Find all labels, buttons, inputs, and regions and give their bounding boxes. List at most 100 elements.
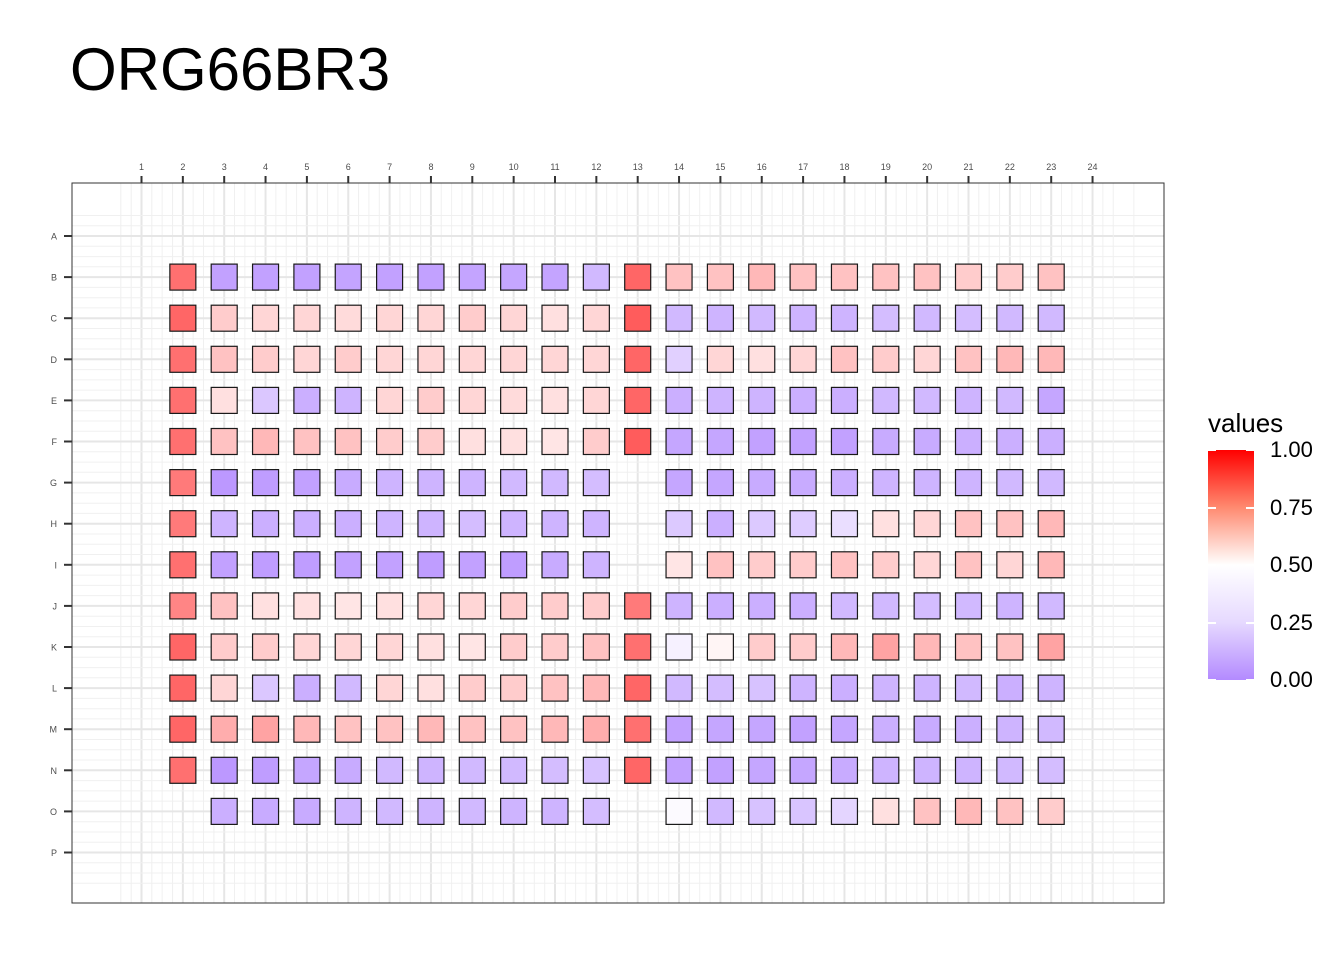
heatmap-cell-K6 xyxy=(334,633,362,661)
y-axis: A B C D E F G H I J K L M N O P xyxy=(50,232,72,858)
heatmap-cell-G9 xyxy=(458,469,486,497)
heatmap-cell-O7 xyxy=(376,797,404,826)
heatmap-cell-B17 xyxy=(789,263,817,291)
heatmap-cell-G2 xyxy=(169,469,197,497)
heatmap-cell-N13 xyxy=(624,756,652,784)
heatmap-cell-D6 xyxy=(334,345,362,373)
heatmap-cell-B21 xyxy=(954,263,983,291)
heatmap-cell-D17 xyxy=(789,345,817,373)
heatmap-cell-G15 xyxy=(706,469,735,497)
heatmap-cell-F22 xyxy=(996,427,1024,456)
heatmap-cell-O3 xyxy=(210,797,238,826)
x-tick-label: 3 xyxy=(222,162,227,172)
heatmap-cell-G7 xyxy=(376,469,404,497)
heatmap-cell-D13 xyxy=(624,345,652,373)
heatmap-cell-N22 xyxy=(996,756,1024,784)
heatmap-cell-K20 xyxy=(913,633,941,661)
y-tick-label: K xyxy=(51,643,57,653)
heatmap-cell-C12 xyxy=(582,304,610,332)
heatmap-cell-B7 xyxy=(376,263,404,291)
heatmap-cell-M23 xyxy=(1037,715,1065,743)
heatmap-cell-B4 xyxy=(251,263,280,291)
x-tick-label: 9 xyxy=(470,162,475,172)
x-tick-label: 21 xyxy=(963,162,973,172)
heatmap-cell-K7 xyxy=(376,633,404,661)
heatmap-cell-L15 xyxy=(706,674,735,702)
heatmap-cell-J2 xyxy=(169,592,197,620)
heatmap-cell-K13 xyxy=(624,633,652,661)
heatmap-cell-L17 xyxy=(789,674,817,702)
heatmap-cell-E19 xyxy=(872,386,900,414)
heatmap-cell-D23 xyxy=(1037,345,1065,373)
heatmap-cell-B13 xyxy=(624,263,652,291)
x-tick-label: 24 xyxy=(1088,162,1098,172)
heatmap-cell-H20 xyxy=(913,510,941,538)
heatmap-cell-C2 xyxy=(169,304,197,332)
heatmap-cell-D7 xyxy=(376,345,404,373)
heatmap-cell-L22 xyxy=(996,674,1024,702)
panel-border xyxy=(71,182,1165,904)
heatmap-cell-H14 xyxy=(665,510,693,538)
heatmap-cell-O16 xyxy=(748,797,776,826)
heatmap-cell-B15 xyxy=(706,263,735,291)
heatmap-cell-N3 xyxy=(210,756,238,784)
heatmap-cell-E15 xyxy=(706,386,735,414)
heatmap-cell-O15 xyxy=(706,797,735,826)
heatmap-cell-N20 xyxy=(913,756,941,784)
heatmap-cell-N21 xyxy=(954,756,983,784)
heatmap-cell-D16 xyxy=(748,345,776,373)
heatmap-cell-M4 xyxy=(251,715,280,743)
heatmap-cell-G22 xyxy=(996,469,1024,497)
heatmap-cell-C11 xyxy=(541,304,569,332)
heatmap-cell-I21 xyxy=(954,551,983,579)
heatmap-cell-D8 xyxy=(417,345,445,373)
heatmap-cell-L21 xyxy=(954,674,983,702)
heatmap-cell-J22 xyxy=(996,592,1024,620)
heatmap-cell-M16 xyxy=(748,715,776,743)
y-tick-label: A xyxy=(51,232,57,242)
heatmap-cell-D5 xyxy=(293,345,321,373)
x-tick-label: 8 xyxy=(428,162,433,172)
x-tick-label: 17 xyxy=(798,162,808,172)
heatmap-cell-F14 xyxy=(665,427,693,456)
heatmap-cell-B5 xyxy=(293,263,321,291)
heatmap-cell-F19 xyxy=(872,427,900,456)
heatmap-cell-E3 xyxy=(210,386,238,414)
heatmap-cell-K23 xyxy=(1037,633,1065,661)
heatmap-cell-J11 xyxy=(541,592,569,620)
heatmap-cell-E18 xyxy=(830,386,859,414)
heatmap-cell-F4 xyxy=(251,427,280,456)
heatmap-cell-N9 xyxy=(458,756,486,784)
heatmap-cell-H2 xyxy=(169,510,197,538)
heatmap-cell-C6 xyxy=(334,304,362,332)
heatmap-cell-J4 xyxy=(251,592,280,620)
heatmap-cell-J3 xyxy=(210,592,238,620)
heatmap-cell-N16 xyxy=(748,756,776,784)
heatmap-cell-K14 xyxy=(665,633,693,661)
color-legend: values 1.00 0.75 0.50 0.25 0.00 xyxy=(1208,408,1328,698)
heatmap-cell-I7 xyxy=(376,551,404,579)
heatmap-cell-M11 xyxy=(541,715,569,743)
heatmap-cell-M14 xyxy=(665,715,693,743)
heatmap-cell-D20 xyxy=(913,345,941,373)
heatmap-cell-L4 xyxy=(251,674,280,702)
heatmap-cells xyxy=(169,263,1065,826)
heatmap-cell-F21 xyxy=(954,427,983,456)
x-tick-label: 5 xyxy=(304,162,309,172)
heatmap-cell-C5 xyxy=(293,304,321,332)
heatmap-cell-H23 xyxy=(1037,510,1065,538)
heatmap-cell-C8 xyxy=(417,304,445,332)
x-tick-label: 22 xyxy=(1005,162,1015,172)
heatmap-cell-C4 xyxy=(251,304,280,332)
heatmap-cell-E11 xyxy=(541,386,569,414)
y-tick-label: H xyxy=(51,519,58,529)
heatmap-cell-K15 xyxy=(706,633,735,661)
heatmap-cell-O8 xyxy=(417,797,445,826)
heatmap-cell-D9 xyxy=(458,345,486,373)
heatmap-cell-O9 xyxy=(458,797,486,826)
heatmap-cell-H18 xyxy=(830,510,859,538)
legend-label: 0.75 xyxy=(1270,494,1313,520)
heatmap-cell-I15 xyxy=(706,551,735,579)
heatmap-cell-K2 xyxy=(169,633,197,661)
